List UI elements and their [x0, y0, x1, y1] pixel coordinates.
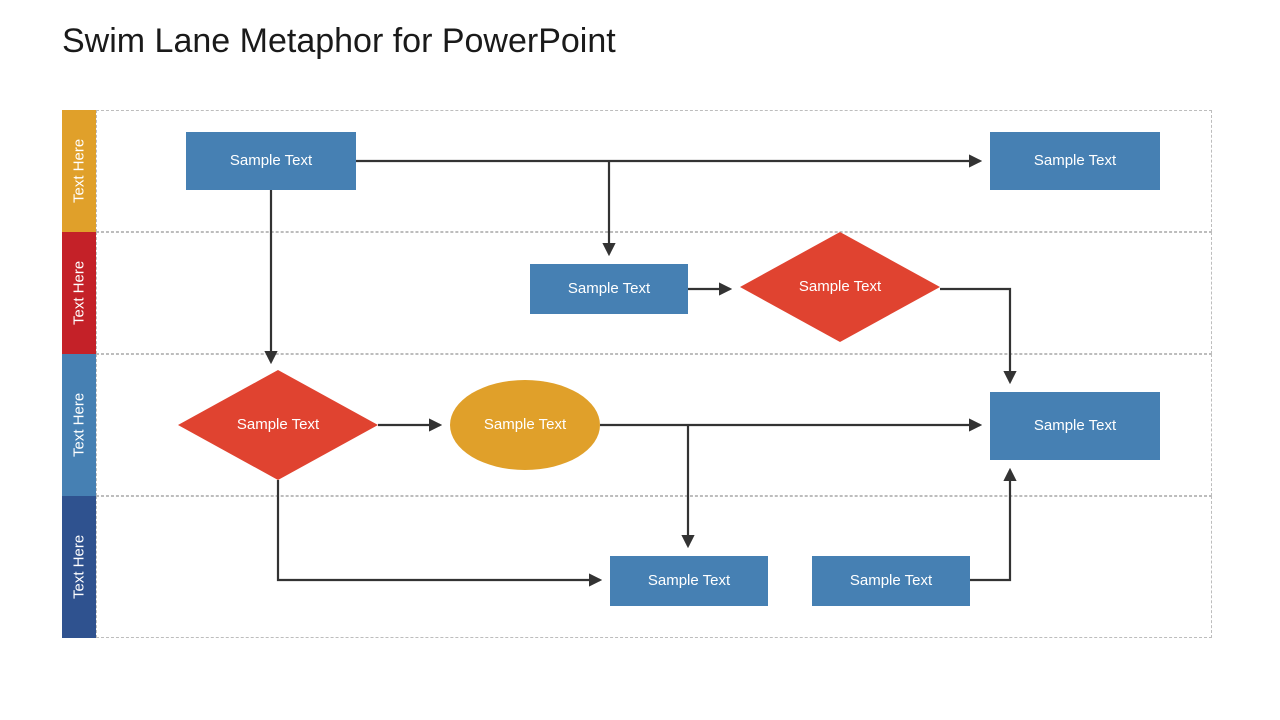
- lane-header-1: Text Here: [62, 110, 96, 232]
- lane-label: Text Here: [71, 393, 88, 457]
- lane-label: Text Here: [71, 139, 88, 203]
- node-label: Sample Text: [1034, 417, 1116, 435]
- lane-label: Text Here: [71, 535, 88, 599]
- flowchart-decision: Sample Text: [178, 370, 378, 480]
- node-label: Sample Text: [1034, 152, 1116, 170]
- node-label: Sample Text: [568, 280, 650, 298]
- flowchart-process: Sample Text: [990, 132, 1160, 190]
- flowchart-terminator: Sample Text: [450, 380, 600, 470]
- flowchart-process: Sample Text: [530, 264, 688, 314]
- node-label: Sample Text: [230, 152, 312, 170]
- flowchart-decision: Sample Text: [740, 232, 940, 342]
- lane-header-3: Text Here: [62, 354, 96, 496]
- flowchart-process: Sample Text: [812, 556, 970, 606]
- flowchart-process: Sample Text: [610, 556, 768, 606]
- flowchart-process: Sample Text: [990, 392, 1160, 460]
- node-label: Sample Text: [648, 572, 730, 590]
- lane-header-4: Text Here: [62, 496, 96, 638]
- lane-header-2: Text Here: [62, 232, 96, 354]
- lane-label: Text Here: [71, 261, 88, 325]
- node-label: Sample Text: [850, 572, 932, 590]
- flowchart-process: Sample Text: [186, 132, 356, 190]
- node-label: Sample Text: [740, 232, 940, 342]
- page-title: Swim Lane Metaphor for PowerPoint: [62, 22, 616, 61]
- node-label: Sample Text: [178, 370, 378, 480]
- node-label: Sample Text: [484, 416, 566, 434]
